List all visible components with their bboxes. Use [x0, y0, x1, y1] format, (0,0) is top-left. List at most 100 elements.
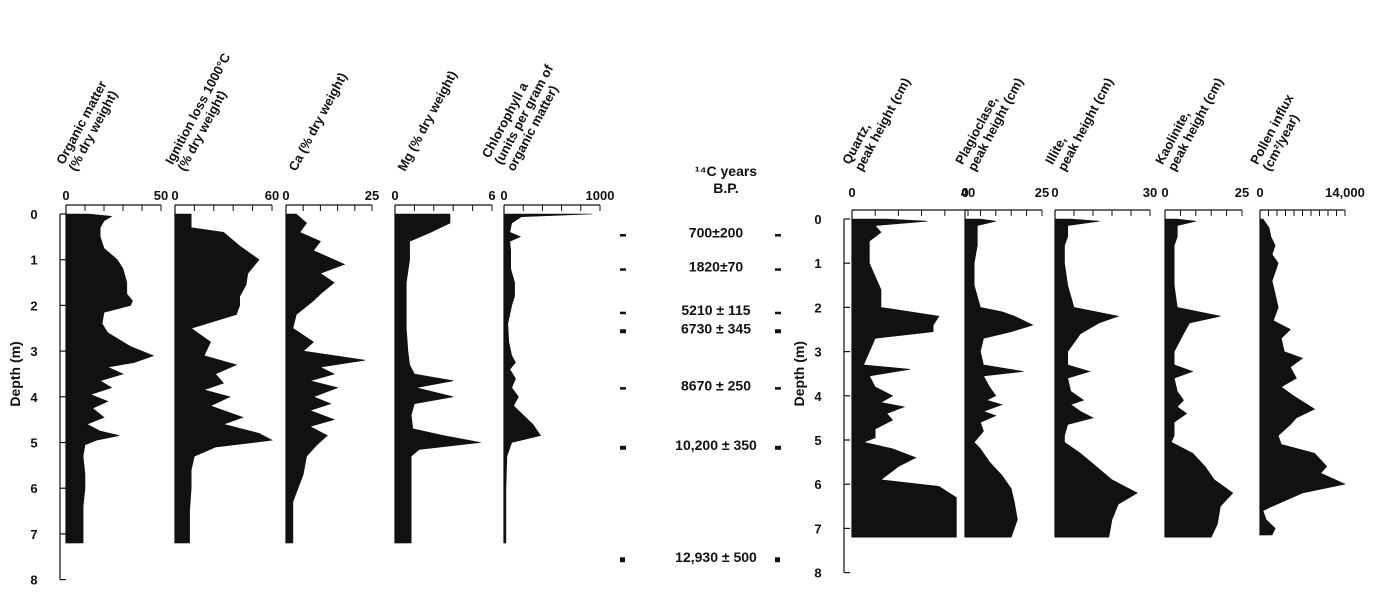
radiocarbon-marker-left: [620, 557, 625, 563]
track-tick-label: 0: [1161, 185, 1168, 200]
depth-tick-label: 1: [30, 253, 37, 268]
track-tick-label: 0: [1051, 185, 1058, 200]
track-tick-label: 30: [1143, 185, 1157, 200]
radiocarbon-marker-left: [620, 445, 626, 450]
radiocarbon-marker-left: [620, 387, 626, 390]
radiocarbon-date-label: 700±200: [689, 224, 744, 240]
track-tick-label: 40: [961, 185, 975, 200]
track-title: Illite,peak height (cm): [1042, 69, 1116, 174]
depth-tick-label: 7: [30, 527, 37, 542]
track-tick-label: 25: [1235, 185, 1249, 200]
track-tick-label: 0: [391, 188, 398, 203]
track-tick-label: 0: [961, 185, 968, 200]
depth-tick-label: 8: [814, 566, 821, 581]
track-title: Kaolinite,peak height (cm): [1152, 69, 1226, 174]
depth-tick-label: 0: [30, 207, 37, 222]
track-title: Mg (% dry weight): [394, 68, 459, 173]
radiocarbon-marker-right: [775, 557, 780, 563]
track-tick-label: 0: [171, 188, 178, 203]
track-chlorophyll-a: 0 1000 Chlorophyll a(units per gram oforga…: [479, 55, 615, 544]
track-title: Chlorophyll a(units per gram oforganic m…: [479, 55, 569, 173]
profile-area-kaolinite: [1164, 218, 1234, 538]
track-mg-dry-weight: 0 6 Mg (% dry weight): [391, 68, 496, 544]
track-pollen-influx: 0 14,000 Pollen influx(cm²/year): [1247, 91, 1365, 536]
track-tick-label: 25: [365, 188, 379, 203]
track-plagioclase: 0 25 Plagioclase,peak height (cm): [952, 69, 1049, 538]
depth-tick-label: 3: [814, 345, 821, 360]
radiocarbon-date-label: 10,200 ± 350: [675, 437, 757, 453]
depth-tick-label: 0: [814, 212, 821, 227]
depth-tick-label: 6: [814, 477, 821, 492]
depth-tick-label: 4: [30, 390, 38, 405]
track-tick-label: 1000: [586, 188, 615, 203]
profile-area-mg-dry-weight: [394, 213, 481, 544]
radiocarbon-marker-right: [775, 234, 781, 237]
profile-area-plagioclase: [964, 218, 1034, 538]
radiocarbon-header-line: ¹⁴C years: [695, 163, 757, 179]
depth-tick-label: 3: [30, 344, 37, 359]
radiocarbon-date-label: 6730 ± 345: [681, 320, 751, 336]
radiocarbon-date-label: 1820±70: [689, 259, 744, 275]
depth-tick-label: 4: [814, 389, 822, 404]
track-tick-label: 6: [488, 188, 495, 203]
radiocarbon-marker-left: [620, 329, 626, 334]
track-tick-label: 14,000: [1325, 185, 1365, 200]
depth-tick-label: 5: [30, 436, 37, 451]
radiocarbon-marker-left: [620, 268, 626, 271]
radiocarbon-marker-left: [620, 311, 626, 315]
profile-area-chlorophyll-a: [503, 213, 593, 544]
profile-area-organic-matter: [65, 213, 155, 544]
track-illite: 0 30 Illite,peak height (cm): [1042, 69, 1157, 538]
track-title: Pollen influx(cm²/year): [1247, 91, 1309, 174]
depth-tick-label: 2: [814, 300, 821, 315]
track-tick-label: 0: [1256, 185, 1263, 200]
track-tick-label: 60: [265, 188, 279, 203]
track-kaolinite: 0 25 Kaolinite,peak height (cm): [1152, 69, 1249, 538]
depth-tick-label: 8: [30, 573, 37, 588]
track-tick-label: 0: [500, 188, 507, 203]
track-title: Ignition loss 1000°C(% dry weight): [162, 50, 246, 173]
track-tick-label: 0: [62, 188, 69, 203]
track-tick-label: 25: [1035, 185, 1049, 200]
radiocarbon-marker-right: [775, 311, 781, 315]
profile-area-illite: [1054, 218, 1138, 538]
track-tick-label: 50: [154, 188, 168, 203]
radiocarbon-marker-right: [775, 387, 781, 390]
track-title: Organic matter(% dry weight): [53, 78, 122, 173]
radiocarbon-marker-right: [775, 268, 781, 271]
radiocarbon-marker-right: [775, 329, 781, 334]
profile-area-ca-dry-weight: [285, 213, 366, 544]
track-title-line: Mg (% dry weight): [394, 68, 459, 173]
radiocarbon-marker-right: [775, 445, 781, 450]
track-tick-label: 0: [282, 188, 289, 203]
depth-tick-label: 7: [814, 521, 821, 536]
track-title-line: Ca (% dry weight): [285, 70, 349, 173]
depth-tick-label: 6: [30, 481, 37, 496]
track-title: Plagioclase,peak height (cm): [952, 69, 1026, 174]
depth-axis-title: Depth (m): [7, 341, 23, 406]
track-ignition-loss-1000-c: 0 60 Ignition loss 1000°C(% dry weight): [162, 50, 279, 544]
track-organic-matter: 0 50 Organic matter(% dry weight): [53, 78, 168, 544]
depth-tick-label: 5: [814, 433, 821, 448]
depth-axis-title: Depth (m): [791, 341, 807, 406]
depth-tick-label: 1: [814, 256, 821, 271]
radiocarbon-date-label: 5210 ± 115: [681, 302, 750, 318]
track-title: Quartz,peak height (cm): [839, 69, 913, 174]
track-title: Ca (% dry weight): [285, 70, 349, 173]
track-ca-dry-weight: 0 25 Ca (% dry weight): [282, 70, 379, 544]
profile-area-pollen-influx: [1259, 218, 1346, 536]
radiocarbon-header-line: B.P.: [713, 180, 738, 196]
radiocarbon-marker-left: [620, 234, 626, 237]
radiocarbon-date-label: 8670 ± 250: [681, 377, 751, 393]
profile-area-quartz: [851, 218, 957, 538]
track-tick-label: 0: [848, 185, 855, 200]
track-title-line: peak height (cm): [1054, 75, 1116, 173]
radiocarbon-date-label: 12,930 ± 500: [675, 549, 757, 565]
profile-area-ignition-loss-1000-c: [174, 213, 273, 544]
depth-tick-label: 2: [30, 298, 37, 313]
